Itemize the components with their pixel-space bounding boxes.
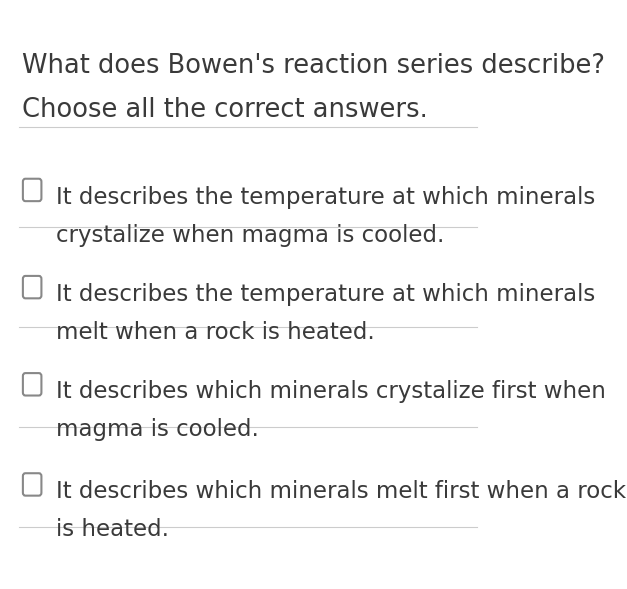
Text: Choose all the correct answers.: Choose all the correct answers.: [22, 97, 428, 123]
FancyBboxPatch shape: [23, 178, 41, 201]
FancyBboxPatch shape: [23, 473, 41, 496]
Text: It describes which minerals crystalize first when: It describes which minerals crystalize f…: [56, 380, 606, 403]
FancyBboxPatch shape: [23, 373, 41, 396]
Text: It describes the temperature at which minerals: It describes the temperature at which mi…: [56, 186, 595, 209]
Text: melt when a rock is heated.: melt when a rock is heated.: [56, 321, 375, 344]
Text: It describes which minerals melt first when a rock: It describes which minerals melt first w…: [56, 480, 626, 503]
Text: What does Bowen's reaction series describe?: What does Bowen's reaction series descri…: [22, 53, 605, 79]
Text: magma is cooled.: magma is cooled.: [56, 418, 259, 441]
Text: crystalize when magma is cooled.: crystalize when magma is cooled.: [56, 224, 445, 247]
Text: It describes the temperature at which minerals: It describes the temperature at which mi…: [56, 283, 595, 306]
Text: is heated.: is heated.: [56, 518, 169, 541]
FancyBboxPatch shape: [23, 276, 41, 299]
